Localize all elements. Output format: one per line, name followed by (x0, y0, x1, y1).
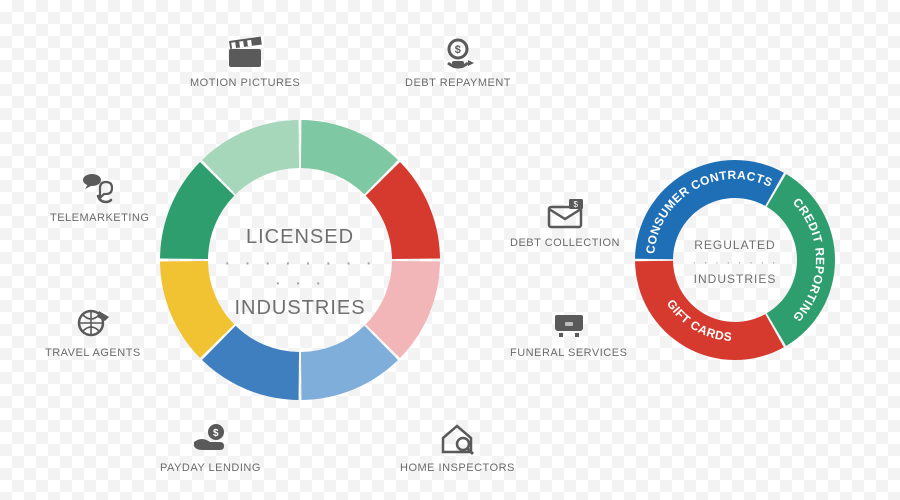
infographic-stage: LICENSED · · · · · · · · · · · INDUSTRIE… (0, 0, 900, 500)
regulated-center-divider: · · · · · · · · (680, 256, 790, 268)
regulated-center-label: REGULATED · · · · · · · · INDUSTRIES (680, 238, 790, 286)
regulated-center-line1: REGULATED (680, 238, 790, 252)
regulated-center-line2: INDUSTRIES (680, 272, 790, 286)
